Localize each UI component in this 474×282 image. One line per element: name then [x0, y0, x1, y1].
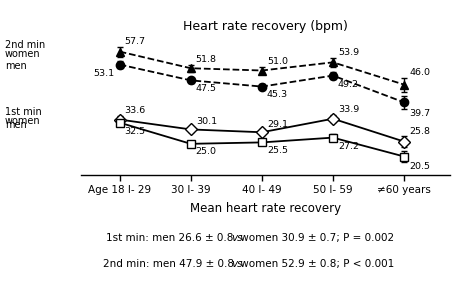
Text: 25.5: 25.5 [267, 146, 288, 155]
Text: men: men [5, 120, 27, 131]
Text: 2nd min: men 47.9 ± 0.8: 2nd min: men 47.9 ± 0.8 [103, 259, 237, 269]
Text: women 52.9 ± 0.8; P < 0.001: women 52.9 ± 0.8; P < 0.001 [237, 259, 394, 269]
Text: vs: vs [231, 233, 243, 243]
Text: Mean heart rate recovery: Mean heart rate recovery [190, 202, 341, 215]
Text: 53.1: 53.1 [93, 69, 115, 78]
Text: 1st min: 1st min [5, 107, 42, 117]
Text: women 30.9 ± 0.7; P = 0.002: women 30.9 ± 0.7; P = 0.002 [237, 233, 394, 243]
Text: women: women [5, 49, 40, 60]
Text: 49.2: 49.2 [338, 80, 359, 89]
Text: 1st min: men 26.6 ± 0.8: 1st min: men 26.6 ± 0.8 [106, 233, 237, 243]
Text: 45.3: 45.3 [267, 90, 288, 99]
Text: 46.0: 46.0 [409, 68, 430, 77]
Text: 51.0: 51.0 [267, 57, 288, 66]
Text: 33.6: 33.6 [125, 106, 146, 115]
Text: 2nd min: 2nd min [5, 40, 45, 50]
Text: 57.7: 57.7 [125, 37, 146, 46]
Text: 30.1: 30.1 [196, 117, 217, 126]
Text: 20.5: 20.5 [409, 162, 430, 171]
Text: 29.1: 29.1 [267, 120, 288, 129]
Text: 39.7: 39.7 [409, 109, 430, 118]
Text: men: men [5, 61, 27, 71]
Title: Heart rate recovery (bpm): Heart rate recovery (bpm) [183, 20, 348, 33]
Text: 25.8: 25.8 [409, 127, 430, 136]
Text: women: women [5, 116, 40, 126]
Text: 47.5: 47.5 [196, 84, 217, 93]
Text: 53.9: 53.9 [338, 48, 359, 57]
Text: 33.9: 33.9 [338, 105, 359, 114]
Text: 25.0: 25.0 [196, 147, 217, 157]
Text: 51.8: 51.8 [196, 55, 217, 64]
Text: vs: vs [231, 259, 243, 269]
Text: 32.5: 32.5 [125, 127, 146, 136]
Text: 27.2: 27.2 [338, 142, 359, 151]
